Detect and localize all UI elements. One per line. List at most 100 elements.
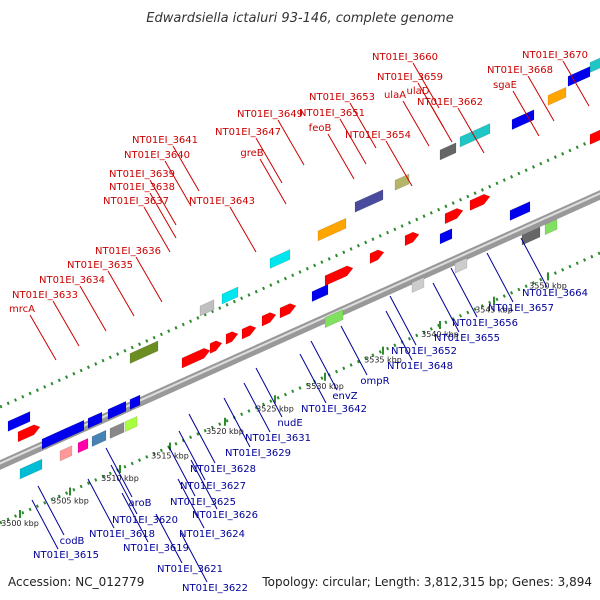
gene-feature xyxy=(444,208,464,225)
gene-label-top: NT01EI_3654 xyxy=(345,130,411,141)
gene-feature xyxy=(124,415,138,433)
gene-feature xyxy=(7,411,31,432)
gene-feature xyxy=(269,249,291,269)
leader-line-bottom xyxy=(385,310,413,361)
gene-label-top: NT01EI_3649 xyxy=(237,109,303,120)
gene-feature xyxy=(411,276,425,293)
leader-line-bottom xyxy=(177,478,205,529)
leader-line-bottom xyxy=(87,478,115,529)
leader-line-bottom xyxy=(299,353,327,404)
leader-line-bottom xyxy=(310,340,338,391)
gene-label-top: NT01EI_3668 xyxy=(487,65,553,76)
leader-line-bottom xyxy=(389,295,417,346)
gene-label-bottom: NT01EI_3624 xyxy=(179,529,245,540)
gene-label-top: greB xyxy=(240,148,263,159)
gene-label-bottom: codB xyxy=(60,536,85,547)
gene-feature xyxy=(279,303,297,319)
label-leader-lines xyxy=(29,60,590,583)
leader-line-top xyxy=(29,314,57,361)
gene-feature xyxy=(394,173,410,191)
gene-label-top: NT01EI_3659 xyxy=(377,72,443,83)
top-scale-line xyxy=(0,135,600,409)
gene-feature xyxy=(129,394,141,410)
scale-tick-label: 3505 kbp xyxy=(51,497,89,506)
gene-label-bottom: NT01EI_3631 xyxy=(245,433,311,444)
gene-feature xyxy=(469,193,491,211)
gene-label-top: NT01EI_3662 xyxy=(417,97,483,108)
leader-line-top xyxy=(457,107,485,154)
leader-line-top xyxy=(425,96,453,143)
gene-feature xyxy=(311,284,329,302)
leader-line-top xyxy=(412,62,440,109)
gene-label-top: NT01EI_3653 xyxy=(309,92,375,103)
leader-line-top xyxy=(135,256,163,303)
gene-feature xyxy=(109,421,125,439)
gene-label-top: NT01EI_3670 xyxy=(522,50,588,61)
leader-line-bottom xyxy=(180,532,208,583)
gene-label-bottom: NT01EI_3620 xyxy=(112,515,178,526)
gene-label-top: NT01EI_3660 xyxy=(372,52,438,63)
gene-feature xyxy=(77,438,89,454)
leader-line-top xyxy=(149,192,177,239)
scale-tick-label: 3535 kbp xyxy=(364,356,402,365)
gene-label-bottom: NT01EI_3626 xyxy=(192,510,258,521)
gene-label-bottom: NT01EI_3648 xyxy=(387,361,453,372)
leader-line-bottom xyxy=(486,252,514,303)
leader-line-bottom xyxy=(255,367,283,418)
gene-label-bottom: NT01EI_3622 xyxy=(182,583,248,594)
leader-line-top xyxy=(259,158,287,205)
gene-label-top: NT01EI_3640 xyxy=(124,150,190,161)
accession-text: Accession: NC_012779 xyxy=(8,575,144,589)
scale-tick-label: 3515 kbp xyxy=(151,452,189,461)
gene-feature xyxy=(17,424,41,443)
scale-tick-label: 3520 kbp xyxy=(206,427,244,436)
leader-line-top xyxy=(52,300,80,347)
gene-label-bottom: NT01EI_3664 xyxy=(522,288,588,299)
gene-label-top: NT01EI_3637 xyxy=(103,196,169,207)
scale-ticks: 3500 kbp 3505 kbp 3510 kbp 3515 kbp 3520 kbp… xyxy=(0,135,600,528)
gene-feature xyxy=(404,231,420,247)
leader-line-bottom xyxy=(37,485,65,536)
gene-feature xyxy=(459,123,491,148)
leader-line-top xyxy=(255,137,283,184)
gene-label-bottom: NT01EI_3619 xyxy=(123,543,189,554)
leader-line-bottom xyxy=(188,413,216,464)
gene-feature xyxy=(589,57,600,73)
leader-line-top xyxy=(149,179,177,226)
scale-tick-label: 3545 kbp xyxy=(475,306,513,315)
gene-feature xyxy=(41,427,67,450)
gene-label-bottom: NT01EI_3615 xyxy=(33,550,99,561)
leader-line-bottom xyxy=(168,446,196,497)
leader-line-bottom xyxy=(110,464,138,515)
leader-line-bottom xyxy=(450,267,478,318)
gene-feature xyxy=(317,217,347,242)
gene-feature xyxy=(199,299,215,317)
gene-feature xyxy=(91,429,107,447)
gene-label-top: feoB xyxy=(309,123,332,134)
gene-label-bottom: nudE xyxy=(277,418,302,429)
gene-label-bottom: NT01EI_3652 xyxy=(391,346,457,357)
gene-feature xyxy=(547,86,567,106)
gene-feature xyxy=(59,445,73,462)
leader-line-bottom xyxy=(155,513,183,564)
gene-label-top: NT01EI_3651 xyxy=(299,108,365,119)
leader-line-bottom xyxy=(243,382,271,433)
gene-label-top: ulaD xyxy=(407,86,430,97)
leader-line-bottom xyxy=(121,492,149,543)
scale-tick-label: 3530 kbp xyxy=(306,382,344,391)
gene-label-top: NT01EI_3647 xyxy=(215,127,281,138)
gene-label-top: NT01EI_3639 xyxy=(109,169,175,180)
scale-tick-label: 3540 kbp xyxy=(421,330,459,339)
gene-label-bottom: NT01EI_3625 xyxy=(170,497,236,508)
gene-feature xyxy=(261,312,277,327)
gene-feature xyxy=(65,419,85,439)
gene-label-top: ulaA xyxy=(384,90,406,101)
bottom-scale-line xyxy=(0,251,600,525)
leader-line-bottom xyxy=(178,430,206,481)
gene-feature xyxy=(439,228,453,245)
leader-line-bottom xyxy=(31,499,59,550)
leader-line-top xyxy=(527,75,555,122)
map-title: Edwardsiella ictaluri 93-146, complete g… xyxy=(146,11,453,26)
gene-feature xyxy=(509,201,531,221)
